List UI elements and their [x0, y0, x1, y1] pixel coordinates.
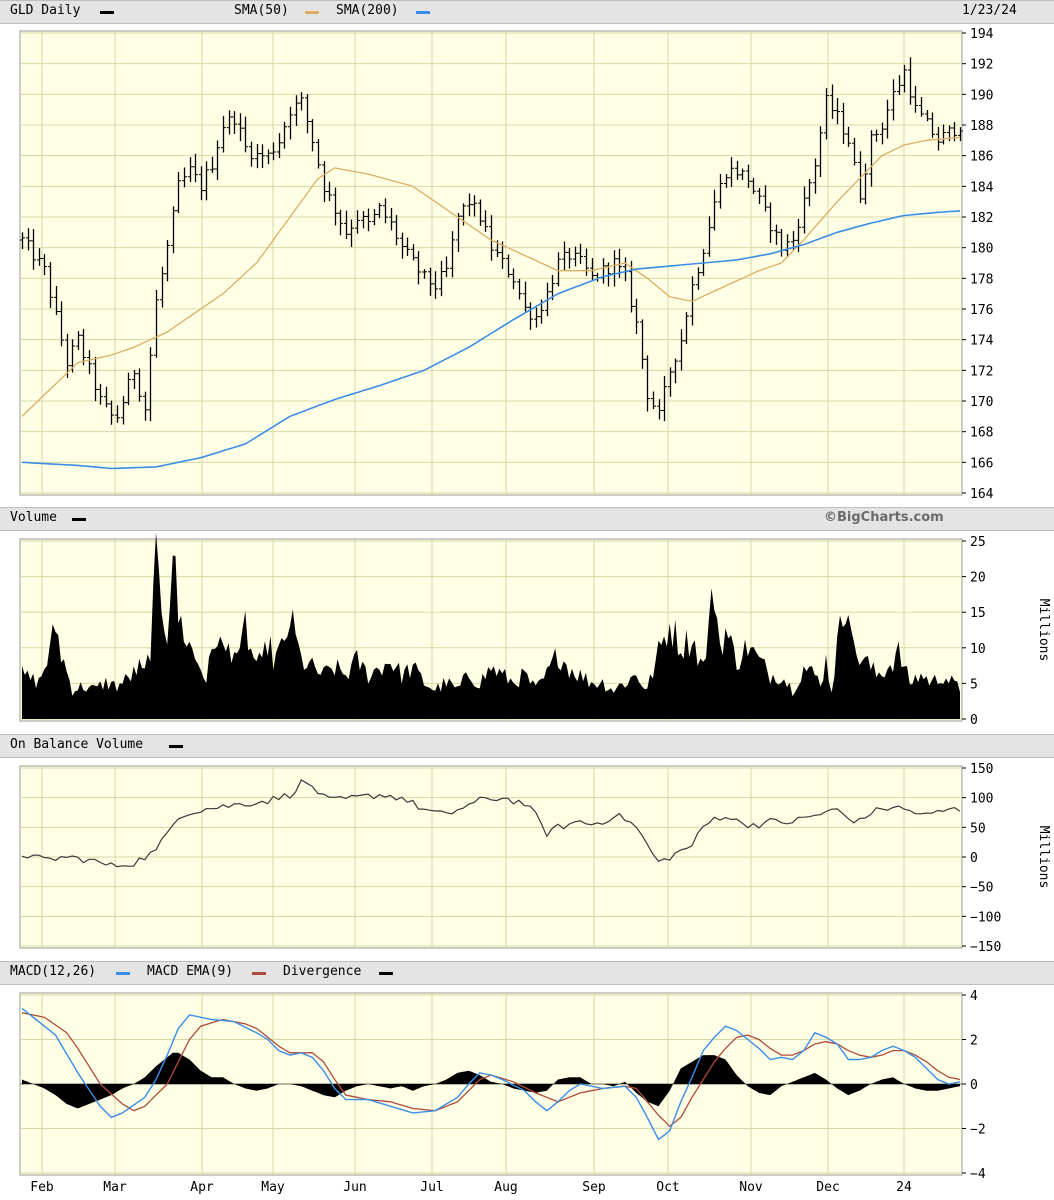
volume-area: [22, 532, 960, 719]
obv-header-bar: On Balance Volume: [0, 734, 1054, 758]
x-tick-label: Dec: [816, 1180, 839, 1195]
volume-ytick-label: 25: [970, 535, 986, 550]
x-tick-label: Nov: [739, 1180, 763, 1195]
price-ytick-label: 194: [970, 27, 994, 42]
macd-ytick-label: −4: [970, 1167, 986, 1182]
volume-legend-swatch: [72, 518, 86, 521]
macd-legend-swatch: [116, 972, 130, 975]
symbol-label: GLD Daily: [10, 3, 81, 18]
obv-legend-swatch: [169, 745, 183, 748]
macd-header-bar: MACD(12,26) MACD EMA(9) Divergence: [0, 961, 1054, 985]
price-ytick-label: 182: [970, 211, 993, 226]
x-tick-label: Oct: [656, 1180, 679, 1195]
macd-ytick-label: 0: [970, 1078, 978, 1093]
obv-ytick-label: −100: [970, 910, 1001, 925]
sma200-line: [21, 210, 961, 470]
price-ytick-label: 172: [970, 364, 993, 379]
divergence-label: Divergence: [283, 964, 362, 979]
sma50-label: SMA(50): [234, 3, 289, 18]
macd-ytick-label: 2: [970, 1034, 978, 1049]
price-ytick-label: 174: [970, 334, 994, 349]
x-tick-label: Jun: [343, 1180, 366, 1195]
volume-header-bar: Volume ©BigCharts.com: [0, 507, 1054, 531]
price-ytick-label: 186: [970, 150, 993, 165]
volume-ytick-label: 10: [970, 642, 986, 657]
volume-label: Volume: [10, 510, 57, 525]
price-ytick-label: 176: [970, 303, 993, 318]
sma50-line: [21, 136, 961, 417]
volume-ytick-label: 0: [970, 713, 978, 728]
price-ytick-label: 164: [970, 487, 994, 502]
price-ytick-label: 168: [970, 426, 993, 441]
obv-ytick-label: −150: [970, 940, 1001, 955]
price-ytick-label: 188: [970, 119, 993, 134]
price-ytick-label: 178: [970, 272, 993, 287]
bigcharts-watermark: ©BigCharts.com: [824, 510, 944, 525]
obv-line: [21, 779, 961, 868]
obv-ytick-label: 0: [970, 851, 978, 866]
volume-ytick-label: 15: [970, 606, 986, 621]
macd-ytick-label: 4: [970, 989, 978, 1004]
price-legend-swatch: [100, 11, 114, 14]
volume-ytick-label: 20: [970, 571, 986, 586]
macd-ema-label: MACD EMA(9): [147, 964, 234, 979]
obv-label: On Balance Volume: [10, 737, 144, 752]
x-tick-label: Mar: [103, 1180, 127, 1195]
volume-axis-label: Millions: [1036, 599, 1051, 662]
macd-ytick-label: −2: [970, 1123, 986, 1138]
price-ytick-label: 192: [970, 58, 993, 73]
price-ytick-label: 190: [970, 88, 993, 103]
macd-label: MACD(12,26): [10, 964, 97, 979]
sma50-legend-swatch: [305, 11, 319, 14]
divergence-area: [22, 1052, 960, 1109]
x-tick-label: Aug: [494, 1180, 517, 1195]
price-plot-area: [19, 30, 963, 496]
x-tick-label: Jul: [420, 1180, 443, 1195]
price-ytick-label: 170: [970, 395, 993, 410]
x-tick-label: Apr: [190, 1180, 214, 1195]
chart-date: 1/23/24: [962, 3, 1017, 18]
obv-axis-label: Millions: [1036, 826, 1051, 889]
sma200-legend-swatch: [416, 11, 430, 14]
price-ytick-label: 166: [970, 456, 993, 471]
x-tick-label: Feb: [30, 1180, 54, 1195]
price-header-bar: GLD Daily SMA(50) SMA(200) 1/23/24: [0, 0, 1054, 24]
macd-line: [21, 1007, 961, 1141]
price-ytick-label: 180: [970, 242, 993, 257]
x-tick-label: May: [261, 1180, 285, 1195]
divergence-legend-swatch: [379, 972, 393, 975]
obv-ytick-label: 100: [970, 792, 993, 807]
x-tick-label: 24: [896, 1180, 912, 1195]
volume-ytick-label: 5: [970, 677, 978, 692]
obv-ytick-label: 150: [970, 762, 993, 777]
x-tick-label: Sep: [582, 1180, 606, 1195]
price-ytick-label: 184: [970, 180, 994, 195]
obv-ytick-label: −50: [970, 881, 993, 896]
obv-ytick-label: 50: [970, 821, 986, 836]
macd-ema-legend-swatch: [252, 972, 266, 975]
sma200-label: SMA(200): [336, 3, 399, 18]
